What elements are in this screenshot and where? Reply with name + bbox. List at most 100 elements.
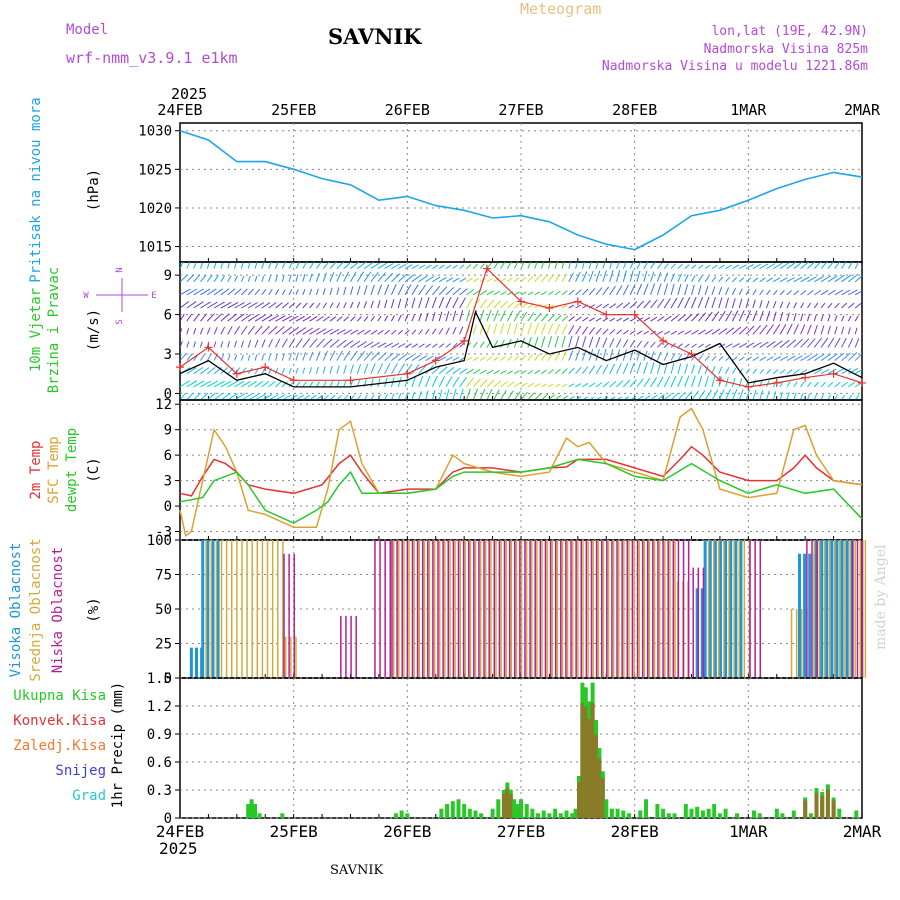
wind-barb bbox=[629, 330, 636, 335]
wind-barb bbox=[568, 367, 575, 375]
wind-barb bbox=[820, 289, 829, 296]
wind-barb bbox=[431, 390, 436, 400]
wind-barb bbox=[234, 380, 245, 388]
precip-bar bbox=[655, 804, 660, 818]
wind-barb bbox=[663, 376, 671, 388]
wind-barb bbox=[827, 353, 838, 361]
wind-ytick-label: 0 bbox=[164, 386, 172, 402]
pressure-ylabel: Pritisak na nivou mora bbox=[28, 97, 44, 282]
wind-barb bbox=[316, 316, 324, 322]
wind-barb bbox=[820, 314, 824, 322]
wind-barb bbox=[227, 301, 239, 309]
wind-barb bbox=[186, 328, 190, 335]
wind-barb bbox=[384, 329, 391, 335]
wind-barb bbox=[800, 393, 804, 400]
precip-bar bbox=[683, 804, 688, 818]
precip-bar bbox=[627, 813, 631, 818]
wind-barb bbox=[636, 283, 643, 296]
wind-barb bbox=[322, 366, 326, 374]
wind-barb bbox=[384, 393, 388, 400]
wind-barb bbox=[718, 276, 724, 283]
wind-barb bbox=[779, 391, 783, 400]
wind-barb bbox=[602, 270, 607, 282]
precip-bar bbox=[689, 808, 694, 818]
wind-barb bbox=[411, 264, 419, 270]
wind-barb bbox=[725, 276, 731, 283]
wind-barb bbox=[343, 316, 349, 322]
wind-barb bbox=[445, 356, 453, 362]
precip-ytick-label: 0.6 bbox=[147, 755, 172, 771]
temp-ytick-label: 3 bbox=[164, 474, 172, 490]
wind-barb bbox=[500, 356, 506, 361]
wind-barb bbox=[180, 262, 184, 269]
wind-barb bbox=[732, 277, 738, 283]
wind-barb bbox=[622, 284, 630, 296]
wind-barb bbox=[752, 368, 758, 375]
wind-barb bbox=[636, 262, 642, 269]
wind-barb bbox=[288, 326, 300, 335]
wind-barb bbox=[718, 310, 726, 322]
pressure-ytick-label: 1020 bbox=[138, 201, 172, 217]
wind-barb bbox=[691, 390, 699, 400]
precip-bar bbox=[573, 808, 578, 818]
wind-barb bbox=[527, 262, 532, 269]
precip-bar bbox=[536, 813, 540, 818]
wind-barb bbox=[316, 394, 323, 400]
wind-barb bbox=[779, 277, 788, 283]
wind-barb bbox=[193, 262, 197, 269]
wind-barb bbox=[595, 262, 599, 269]
wind-barb bbox=[445, 389, 450, 400]
wind-barb bbox=[806, 324, 812, 335]
wind-barb bbox=[506, 262, 512, 269]
wind-barb bbox=[841, 337, 847, 348]
wind-barb bbox=[861, 373, 862, 374]
precip-conv-bar bbox=[600, 778, 605, 818]
wind-barb bbox=[302, 381, 307, 388]
wind-barb bbox=[725, 297, 729, 309]
wind-barb bbox=[534, 383, 541, 388]
wind-barb bbox=[357, 262, 367, 269]
wind-barb bbox=[384, 363, 391, 374]
pressure-ytick-label: 1025 bbox=[138, 162, 172, 178]
precip-bar bbox=[547, 813, 552, 818]
wind-barb bbox=[329, 302, 334, 309]
wind-barb bbox=[541, 393, 549, 400]
wind-barb bbox=[602, 262, 606, 269]
wind-barb bbox=[356, 350, 366, 361]
wind-barb bbox=[459, 377, 467, 388]
wind-barb bbox=[391, 353, 401, 361]
wind-barb bbox=[472, 378, 481, 388]
wind-barb bbox=[315, 381, 320, 388]
wind-barb bbox=[643, 270, 648, 282]
wind-barb bbox=[561, 350, 567, 361]
precip-bar bbox=[249, 799, 254, 818]
wind-barb bbox=[241, 380, 251, 388]
wind-barb bbox=[275, 289, 280, 296]
wind-barb bbox=[575, 262, 578, 269]
wind-barb bbox=[302, 262, 308, 269]
wind-barb bbox=[295, 274, 299, 282]
wind-barb bbox=[309, 381, 314, 388]
wind-barb bbox=[411, 364, 420, 375]
wind-barb bbox=[820, 302, 826, 309]
wind-barb bbox=[186, 301, 197, 309]
wind-barb bbox=[527, 322, 532, 335]
wind-barb bbox=[193, 392, 201, 400]
wind-barb bbox=[745, 368, 751, 375]
wind-barb bbox=[384, 272, 394, 283]
precip-bar bbox=[280, 813, 285, 818]
wind-frame bbox=[179, 261, 863, 401]
wind-barb bbox=[486, 324, 491, 335]
precip-ytick-label: 0.9 bbox=[147, 727, 172, 743]
wind-barb bbox=[200, 353, 206, 361]
compass-rose: N W E S bbox=[83, 267, 156, 324]
wind-barb bbox=[240, 340, 244, 348]
wind-barb bbox=[513, 382, 521, 388]
wind-barb bbox=[213, 392, 224, 400]
wind-barb bbox=[827, 394, 831, 400]
wind-barb bbox=[370, 316, 375, 322]
wind-barb bbox=[220, 313, 230, 322]
wind-barb bbox=[275, 367, 279, 374]
wind-barb bbox=[180, 340, 183, 348]
wind-barb bbox=[193, 380, 205, 388]
